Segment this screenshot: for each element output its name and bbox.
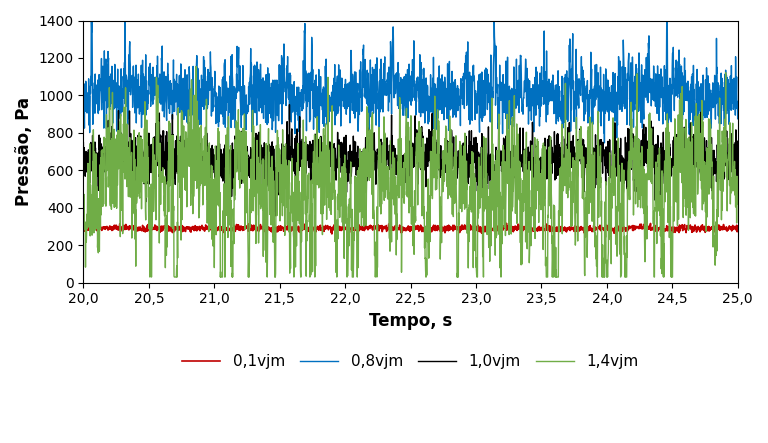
Line: 0,1vjm: 0,1vjm (84, 223, 738, 234)
1,4vjm (733, 201, 743, 206)
1,0vjm (92, 150, 101, 155)
0,1vjm (333, 225, 342, 231)
1,4vjm (639, 164, 648, 170)
0,8vjm (445, 105, 454, 111)
Y-axis label: Pressão, Pa: Pressão, Pa (15, 97, 33, 206)
0,8vjm (87, 18, 96, 23)
0,1vjm (327, 231, 336, 237)
1,0vjm (285, 102, 294, 107)
0,8vjm (733, 116, 743, 121)
1,4vjm (92, 184, 101, 189)
1,0vjm (733, 191, 743, 197)
Line: 1,0vjm: 1,0vjm (84, 105, 738, 216)
Line: 1,4vjm: 1,4vjm (84, 66, 738, 277)
0,1vjm (664, 224, 673, 229)
0,8vjm (664, 86, 673, 92)
1,4vjm (79, 210, 88, 216)
1,4vjm (612, 241, 621, 246)
0,8vjm (92, 101, 101, 107)
Line: 0,8vjm: 0,8vjm (84, 20, 738, 147)
0,8vjm (639, 110, 648, 116)
0,1vjm (639, 224, 648, 229)
0,8vjm (333, 111, 343, 116)
1,0vjm (79, 140, 88, 145)
0,1vjm (444, 222, 453, 228)
1,4vjm (145, 274, 154, 280)
1,0vjm (445, 168, 454, 174)
0,1vjm (502, 221, 511, 226)
1,0vjm (664, 139, 673, 144)
1,4vjm (664, 220, 673, 225)
Legend: 0,1vjm, 0,8vjm, 1,0vjm, 1,4vjm: 0,1vjm, 0,8vjm, 1,0vjm, 1,4vjm (176, 348, 645, 375)
1,0vjm (270, 213, 280, 218)
0,1vjm (92, 225, 101, 230)
1,4vjm (445, 188, 454, 193)
0,8vjm (223, 144, 233, 150)
0,1vjm (79, 225, 88, 231)
1,0vjm (333, 130, 343, 135)
0,8vjm (79, 91, 88, 97)
1,4vjm (333, 231, 343, 236)
0,1vjm (612, 225, 621, 230)
0,8vjm (612, 135, 621, 140)
0,1vjm (733, 224, 743, 229)
X-axis label: Tempo, s: Tempo, s (369, 312, 452, 330)
1,0vjm (612, 138, 621, 144)
1,4vjm (191, 64, 200, 69)
1,0vjm (639, 155, 648, 160)
